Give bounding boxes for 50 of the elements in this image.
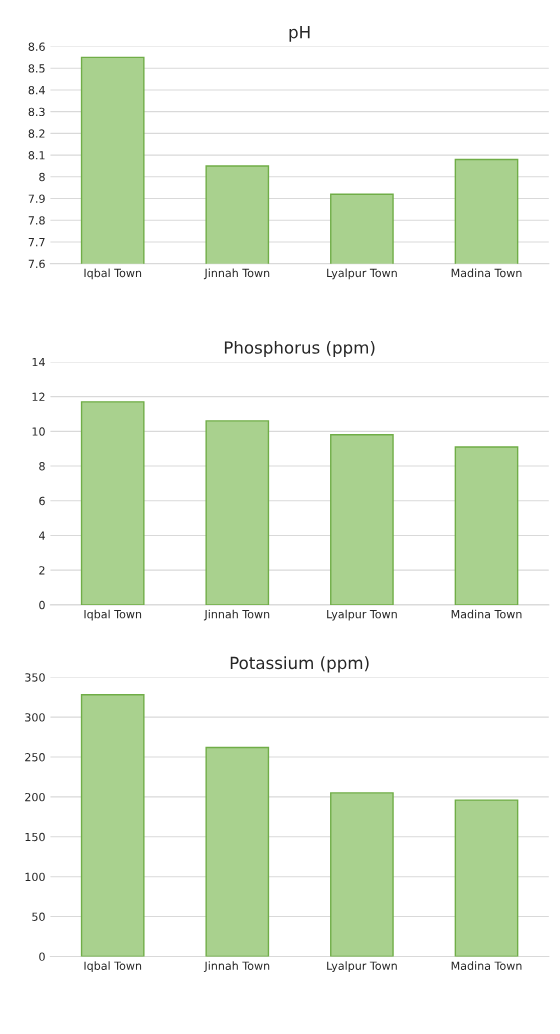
x-tick-label: Madina Town	[451, 268, 522, 278]
x-tick-label: Lyalpur Town	[327, 961, 397, 973]
bar	[330, 434, 394, 605]
chart-title: Potassium (ppm)	[230, 656, 369, 673]
y-tick-label: 200	[25, 792, 45, 802]
y-tick-label: 12	[32, 392, 45, 401]
y-tick-label: 8.1	[28, 151, 45, 160]
y-tick-label: 6	[39, 496, 45, 506]
bar	[205, 420, 270, 605]
chart-title: Phosphorus (ppm)	[224, 340, 375, 358]
x-tick-label: Iqbal Town	[84, 961, 142, 973]
y-tick-label: 8.4	[28, 85, 45, 95]
y-tick-label: 150	[25, 832, 45, 842]
y-tick-label: 8.5	[28, 64, 45, 73]
y-tick-label: 8.3	[28, 107, 45, 117]
y-tick-label: 7.7	[28, 238, 45, 247]
y-tick-label: 10	[32, 427, 45, 436]
chart-title: pH	[289, 26, 310, 42]
y-tick-label: 50	[32, 912, 45, 921]
x-tick-label: Jinnah Town	[203, 268, 270, 280]
bar	[205, 746, 270, 957]
y-tick-label: 0	[39, 600, 45, 610]
y-tick-label: 8.6	[28, 42, 45, 51]
bar	[80, 401, 145, 605]
y-tick-label: 100	[25, 872, 45, 882]
x-tick-label: Madina Town	[451, 961, 522, 970]
x-tick-label: Iqbal Town	[84, 268, 142, 280]
x-tick-label: Jinnah Town	[203, 961, 270, 972]
bar	[80, 694, 145, 957]
y-tick-label: 8	[39, 462, 45, 471]
y-tick-label: 350	[25, 673, 45, 682]
y-tick-label: 7.9	[28, 194, 45, 203]
x-tick-label: Lyalpur Town	[327, 609, 397, 621]
x-tick-label: Madina Town	[451, 609, 522, 619]
bar	[454, 446, 519, 605]
y-tick-label: 8.2	[28, 129, 45, 138]
y-tick-label: 7.8	[28, 216, 45, 225]
bar	[454, 799, 519, 957]
bar	[330, 792, 394, 957]
y-tick-label: 7.6	[28, 259, 45, 269]
y-tick-label: 250	[25, 753, 45, 762]
x-tick-label: Iqbal Town	[84, 609, 142, 621]
y-tick-label: 300	[25, 713, 45, 722]
y-tick-label: 14	[32, 358, 45, 367]
y-tick-label: 4	[39, 531, 45, 540]
y-tick-label: 2	[39, 566, 45, 575]
y-tick-label: 0	[39, 952, 45, 961]
y-tick-label: 8	[39, 172, 45, 182]
x-tick-label: Jinnah Town	[203, 609, 270, 621]
x-tick-label: Lyalpur Town	[327, 268, 397, 280]
